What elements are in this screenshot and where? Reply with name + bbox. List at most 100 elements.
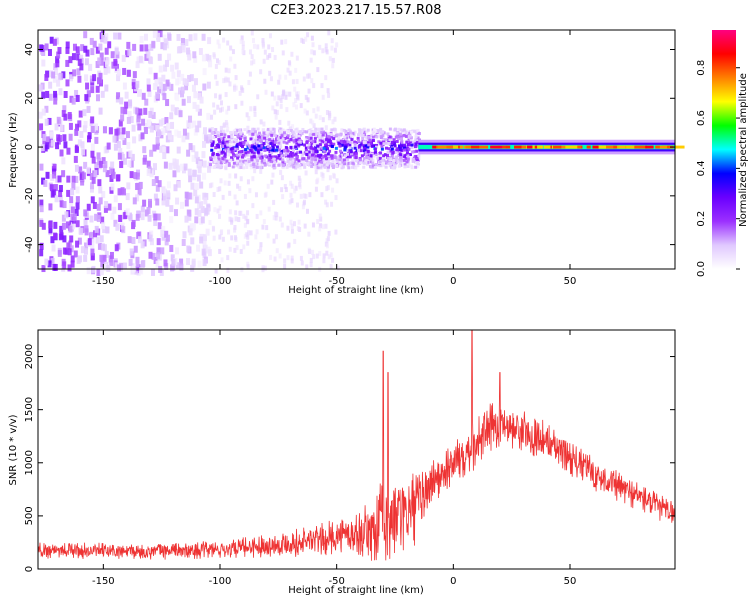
spectrogram-cell — [148, 67, 153, 75]
spectrogram-cell — [408, 153, 412, 157]
spectrogram-cell — [178, 110, 183, 118]
spectrogram-cell — [398, 145, 402, 149]
spectrogram-cell — [275, 137, 279, 141]
spectrogram-cell — [403, 154, 407, 158]
spectrogram-cell — [100, 260, 105, 268]
spectrogram-cell — [120, 222, 125, 230]
spectrogram-cell — [163, 125, 168, 133]
spectrogram-cell — [165, 199, 170, 207]
spectrogram-cell — [52, 75, 57, 83]
spectrogram-cell — [222, 136, 226, 140]
spectrogram-cell — [110, 51, 115, 59]
spectrogram-cell — [219, 137, 223, 141]
spectrogram-cell — [159, 145, 164, 153]
spectrogram-cell — [273, 140, 277, 144]
spectrogram-cell — [362, 157, 366, 161]
spectrogram-cell — [99, 254, 104, 262]
spectrogram-cell — [58, 194, 63, 202]
spectrogram-cell — [410, 166, 414, 170]
spectrogram-cell — [332, 142, 336, 146]
spectrogram-cell — [265, 130, 269, 134]
spectrogram-cell — [259, 69, 263, 75]
spectrogram-cell — [147, 119, 152, 127]
spectrogram-cell — [155, 137, 160, 145]
spectrogram-cell — [408, 134, 412, 138]
spectrogram-cell — [181, 45, 186, 53]
spectrogram-cell — [356, 136, 360, 140]
spectrogram-cell — [184, 83, 189, 91]
spectrogram-cell — [305, 159, 309, 163]
spectrogram-cell — [92, 201, 97, 209]
spectrogram-cell — [411, 157, 415, 161]
spectrogram-cell — [68, 225, 73, 233]
spectrogram-cell — [61, 110, 66, 118]
spectrogram-cell — [282, 149, 286, 155]
spectrogram-cell — [150, 268, 155, 276]
spectrogram-line-segment — [437, 145, 447, 149]
spectrogram-cell — [416, 136, 420, 140]
spectrogram-cell — [206, 81, 211, 89]
spectrogram-cell — [135, 213, 140, 221]
spectrogram-cell — [269, 76, 273, 82]
spectrogram-cell — [238, 128, 242, 132]
spectrogram-cell — [290, 228, 294, 234]
spectrogram-cell — [149, 125, 154, 133]
spectrogram-cell — [377, 158, 381, 162]
spectrogram-cell — [101, 222, 106, 230]
spectrogram-cell — [58, 190, 63, 198]
spectrogram-cell — [170, 254, 175, 262]
chart-title: C2E3.2023.217.15.57.R08 — [270, 3, 441, 18]
spectrogram-cell — [322, 253, 326, 259]
spectrogram-cell — [271, 47, 275, 53]
spectrogram-cell — [129, 160, 134, 168]
spectrogram-cell — [314, 127, 318, 131]
spectrogram-cell — [333, 116, 337, 122]
spectrogram-cell — [269, 127, 273, 131]
spectrogram-cell — [365, 155, 369, 159]
spectrogram-cell — [45, 90, 50, 98]
spectrogram-cell — [230, 235, 234, 241]
spectrogram-cell — [414, 165, 418, 169]
spectrogram-cell — [77, 237, 82, 245]
spectrogram-cell — [41, 91, 46, 99]
spectrogram-cell — [72, 43, 77, 51]
spectrogram-cell — [146, 169, 151, 177]
spectrogram-cell — [350, 165, 354, 169]
spectrogram-cell — [242, 140, 246, 144]
spectrogram-cell — [361, 133, 365, 137]
spectrogram-cell — [252, 59, 256, 65]
spectrogram-cell — [343, 135, 347, 139]
spectrogram-cell — [258, 139, 262, 143]
spectrogram-cell — [334, 146, 338, 150]
spectrogram-cell — [234, 75, 238, 81]
spectrogram-cell — [353, 146, 357, 150]
spectrogram-cell — [316, 177, 320, 183]
spectrogram-cell — [118, 119, 123, 127]
y-tick-label: 1500 — [24, 397, 35, 422]
spectrogram-cell — [160, 247, 165, 255]
spectrogram-cell — [86, 203, 91, 211]
spectrogram-cell — [297, 175, 301, 181]
spectrogram-cell — [132, 71, 137, 79]
spectrogram-cell — [210, 127, 214, 133]
spectrogram-cell — [118, 214, 123, 222]
spectrogram-cell — [181, 98, 186, 106]
spectrogram-cell — [314, 150, 318, 154]
spectrogram-cell — [312, 50, 316, 56]
spectrogram-cell — [188, 175, 193, 183]
spectrogram-cell — [301, 157, 305, 161]
spectrogram-cell — [99, 268, 104, 276]
spectrogram-cell — [239, 248, 243, 254]
spectrogram-cell — [92, 74, 97, 82]
spectrogram-cell — [384, 165, 388, 169]
spectrogram-cell — [406, 164, 410, 168]
spectrogram-cell — [90, 86, 95, 94]
spectrogram-cell — [141, 92, 146, 100]
spectrogram-cell — [180, 201, 185, 209]
spectrogram-cell — [280, 222, 284, 228]
spectrogram-cell — [98, 107, 103, 115]
spectrogram-cell — [71, 182, 76, 190]
spectrogram-cell — [66, 175, 71, 183]
spectrogram-cell — [381, 130, 385, 134]
spectrogram-cell — [354, 159, 358, 163]
